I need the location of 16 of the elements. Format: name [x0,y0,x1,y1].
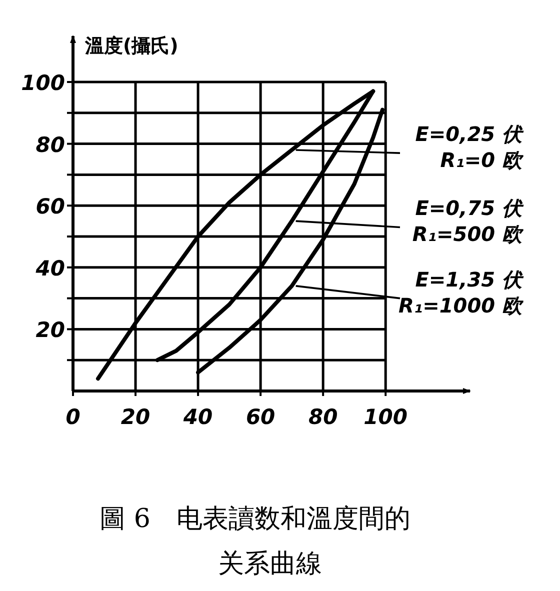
x-tick-label: 0 [66,405,80,429]
x-tick-label: 20 [120,405,150,429]
text: E=1,35 伏 R₁=1000 欧 [398,267,524,318]
y-tick-label: 100 [21,71,65,95]
x-tick-label: 40 [182,405,213,429]
x-tick-label: 100 [364,405,408,429]
y-tick-label: 20 [36,318,65,342]
y-tick-label: 60 [36,194,65,219]
x-tick-label: 80 [308,405,338,429]
y-axis-title: 溫度(攝氏) [84,35,178,57]
text: E=0,25 伏 R₁=0 欧 [415,122,524,172]
text: E=0,75 伏 R₁=500 欧 [412,196,524,246]
x-tick-label: 60 [246,405,276,429]
y-tick-label: 40 [34,256,65,280]
y-tick-label: 80 [36,132,65,157]
text: 圖 6 电表讀数和溫度間的关系曲線 [100,504,410,579]
